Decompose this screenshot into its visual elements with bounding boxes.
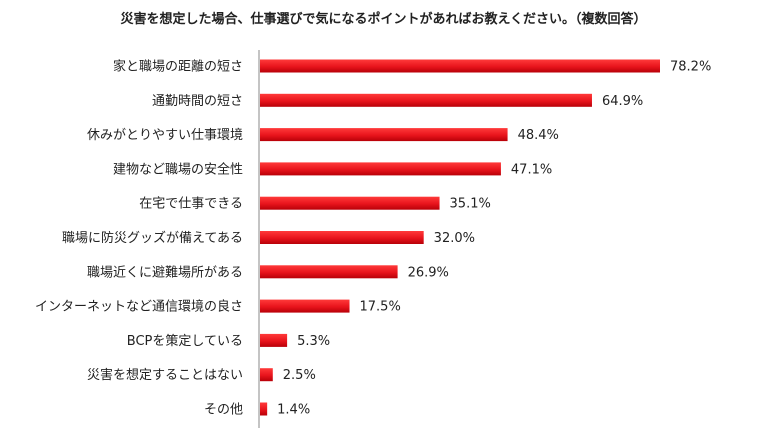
category-label: 通勤時間の短さ <box>152 94 243 109</box>
chart-title: 災害を想定した場合、仕事選びで気になるポイントがあればお教えください。（複数回答… <box>120 12 647 27</box>
bar <box>260 265 398 279</box>
category-label: その他 <box>204 403 243 418</box>
bar <box>260 231 424 244</box>
value-label: 1.4% <box>277 403 310 418</box>
value-label: 17.5% <box>360 300 401 315</box>
value-label: 48.4% <box>518 128 559 143</box>
value-label: 78.2% <box>670 60 711 75</box>
bar <box>260 402 268 416</box>
category-label: 在宅で仕事できる <box>139 197 243 212</box>
category-label: 家と職場の距離の短さ <box>113 59 243 75</box>
value-label: 64.9% <box>602 94 643 109</box>
category-label: BCPを策定している <box>127 333 243 349</box>
category-label: 建物など職場の安全性 <box>113 161 243 177</box>
value-label: 47.1% <box>511 162 552 177</box>
bar <box>260 59 660 73</box>
bar <box>260 196 440 210</box>
bar <box>260 368 273 382</box>
bar <box>260 128 508 142</box>
category-label: インターネットなど通信環境の良さ <box>35 299 243 315</box>
category-label: 災害を想定することはない <box>87 367 243 383</box>
value-label: 5.3% <box>297 334 330 349</box>
value-label: 35.1% <box>450 197 491 212</box>
bar <box>260 333 288 347</box>
value-label: 32.0% <box>434 231 475 246</box>
bar <box>260 162 501 176</box>
value-label: 2.5% <box>283 368 316 383</box>
category-label: 職場近くに避難場所がある <box>87 265 243 280</box>
category-label: 職場に防災グッズが備えてある <box>62 230 243 246</box>
category-label: 休みがとりやすい仕事環境 <box>87 128 243 143</box>
bar <box>260 299 350 313</box>
value-label: 26.9% <box>408 265 449 280</box>
bar <box>260 93 592 107</box>
